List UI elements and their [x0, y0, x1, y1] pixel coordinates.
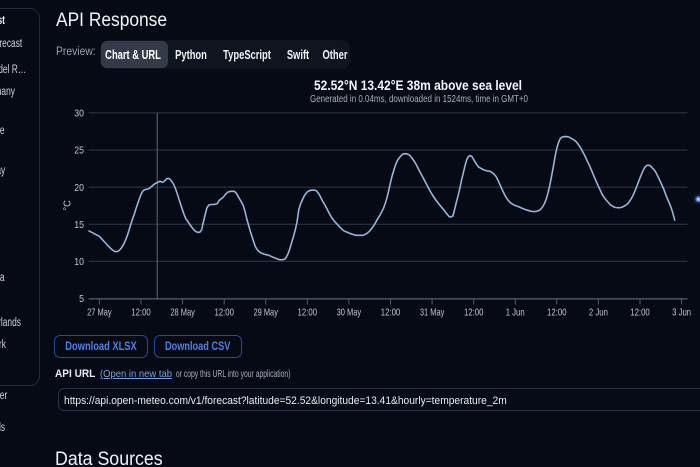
svg-text:28 May: 28 May: [170, 308, 195, 319]
svg-text:52.52°N 13.42°E 38m above sea: 52.52°N 13.42°E 38m above sea level: [314, 78, 522, 93]
svg-text:Generated in 0.04ms, downloade: Generated in 0.04ms, downloaded in 1524m…: [310, 93, 528, 105]
svg-text:12:00: 12:00: [547, 308, 567, 319]
svg-text:29 May: 29 May: [253, 308, 278, 319]
svg-text:27 May: 27 May: [87, 308, 112, 319]
svg-text:5: 5: [79, 294, 84, 305]
svg-text:12:00: 12:00: [464, 308, 484, 319]
svg-text:1 Jun: 1 Jun: [506, 308, 525, 319]
svg-text:2 Jun: 2 Jun: [589, 308, 608, 319]
svg-text:12:00: 12:00: [214, 308, 234, 319]
svg-text:°C: °C: [63, 200, 74, 211]
svg-text:3 Jun: 3 Jun: [672, 308, 691, 319]
svg-text:12:00: 12:00: [381, 308, 401, 319]
svg-text:31 May: 31 May: [420, 308, 445, 319]
svg-text:12:00: 12:00: [630, 308, 650, 319]
svg-text:25: 25: [74, 146, 84, 157]
svg-text:12:00: 12:00: [131, 308, 151, 319]
svg-text:12:00: 12:00: [298, 308, 318, 319]
svg-text:15: 15: [74, 220, 84, 231]
svg-text:30: 30: [74, 109, 84, 120]
svg-text:20: 20: [74, 183, 84, 194]
svg-text:30 May: 30 May: [337, 308, 362, 319]
svg-text:10: 10: [74, 257, 84, 268]
